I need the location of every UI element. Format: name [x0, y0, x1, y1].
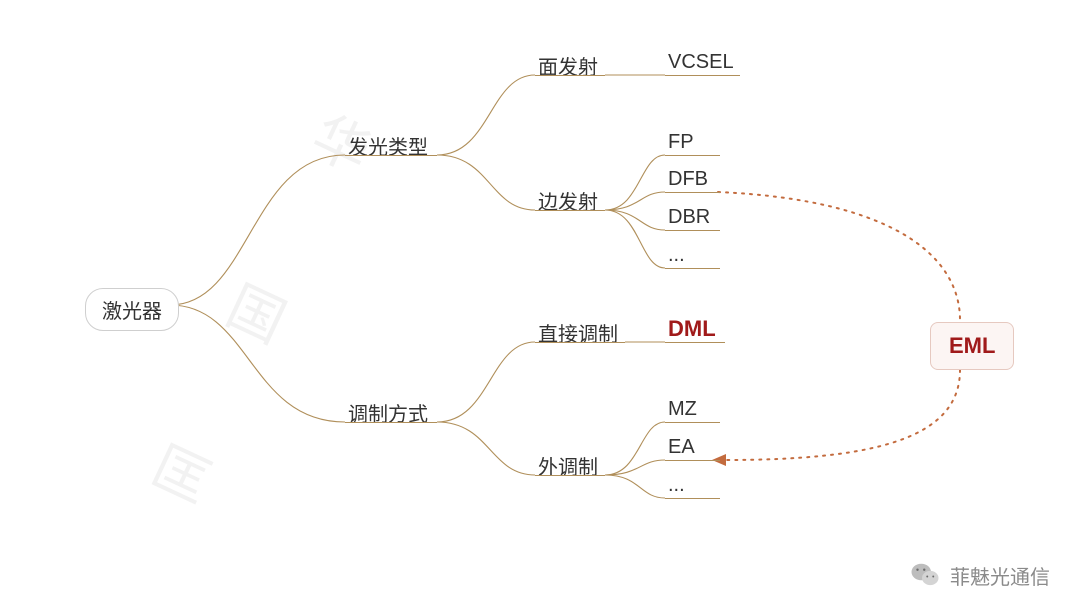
- node-underline: [665, 460, 720, 461]
- wechat-icon: [910, 560, 940, 590]
- leaf-node-highlight: DML: [668, 316, 716, 342]
- node-underline: [665, 498, 720, 499]
- footer: 菲魅光通信: [910, 560, 1050, 590]
- node-underline: [345, 155, 437, 156]
- node-underline: [665, 155, 720, 156]
- footer-text: 菲魅光通信: [950, 561, 1050, 590]
- node-underline: [535, 210, 605, 211]
- root-node: 激光器: [85, 288, 179, 331]
- node-underline: [665, 230, 720, 231]
- leaf-node: VCSEL: [668, 51, 734, 74]
- node-underline: [665, 342, 725, 343]
- node-underline: [535, 475, 605, 476]
- leaf-node: DFB: [668, 168, 708, 191]
- leaf-node: MZ: [668, 398, 697, 421]
- leaf-node: ...: [668, 474, 685, 497]
- leaf-node: FP: [668, 131, 694, 154]
- root-label: 激光器: [102, 301, 162, 323]
- watermark-char: 国: [216, 262, 301, 359]
- node-underline: [665, 422, 720, 423]
- leaf-node: EA: [668, 436, 695, 459]
- node-underline: [345, 422, 437, 423]
- node-underline: [535, 75, 605, 76]
- leaf-node: ...: [668, 244, 685, 267]
- node-underline: [665, 268, 720, 269]
- node-underline: [535, 342, 625, 343]
- node-underline: [665, 192, 720, 193]
- eml-box: EML: [930, 322, 1014, 370]
- watermark-char: 匡: [141, 422, 226, 519]
- eml-label: EML: [949, 333, 995, 358]
- leaf-node: DBR: [668, 206, 710, 229]
- node-underline: [665, 75, 740, 76]
